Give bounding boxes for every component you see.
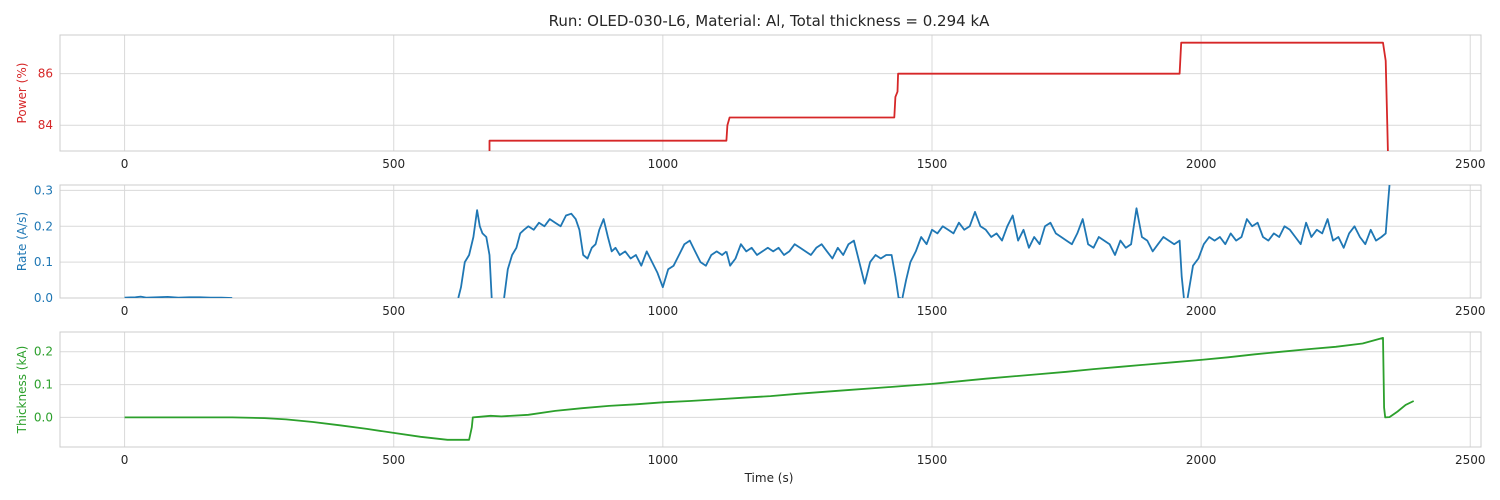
x-tick-label: 500	[382, 304, 405, 318]
x-tick-label: 0	[121, 453, 129, 467]
y-tick-label: 0.0	[34, 410, 53, 424]
y-tick-label: 0.1	[34, 378, 53, 392]
series-line	[124, 295, 233, 298]
series-line	[725, 239, 901, 298]
x-tick-label: 1500	[917, 157, 948, 171]
y-tick-label: 0.1	[34, 255, 53, 269]
plot-frame	[59, 331, 1482, 448]
series-line	[1186, 185, 1391, 298]
x-tick-label: 500	[382, 453, 405, 467]
series-line	[503, 212, 727, 298]
y-tick-label: 86	[38, 67, 53, 81]
y-tick-label: 0.3	[34, 183, 53, 197]
x-tick-label: 1500	[917, 304, 948, 318]
chart-title: Run: OLED-030-L6, Material: Al, Total th…	[549, 12, 991, 30]
panel-1: 0 500 1000 1500 2000 2500 84 86 Power (%)	[15, 34, 1486, 171]
x-tick-label: 0	[121, 157, 129, 171]
series-line	[457, 209, 493, 298]
x-tick-label: 2500	[1455, 157, 1486, 171]
x-tick-label: 2500	[1455, 453, 1486, 467]
y-tick-label: 84	[38, 118, 53, 132]
x-tick-label: 2000	[1186, 304, 1217, 318]
y-tick-label: 0.2	[34, 219, 53, 233]
series-line	[124, 336, 1415, 441]
x-tick-label: 1000	[648, 157, 679, 171]
x-tick-label: 1000	[648, 304, 679, 318]
panel-3: 0 500 1000 1500 2000 2500 0.0 0.1 0.2 Thickness (…	[15, 331, 1486, 467]
series-line	[901, 207, 1185, 298]
x-tick-label: 1000	[648, 453, 679, 467]
x-tick-label: 1500	[917, 453, 948, 467]
panel-2: 0 500 1000 1500 2000 2500 0.0 0.1 0.2 0.3 Rate (A/…	[15, 183, 1486, 318]
x-tick-label: 2000	[1186, 453, 1217, 467]
plot-frame	[59, 34, 1482, 152]
x-tick-label: 2500	[1455, 304, 1486, 318]
x-tick-label: 2000	[1186, 157, 1217, 171]
series-line	[488, 41, 1389, 151]
plot-frame	[59, 184, 1482, 299]
x-axis-label: Time (s)	[744, 471, 794, 485]
y-axis-label: Power (%)	[15, 63, 29, 124]
y-axis-label: Rate (A/s)	[15, 212, 29, 271]
y-tick-label: 0.2	[34, 345, 53, 359]
y-tick-label: 0.0	[34, 291, 53, 305]
x-tick-label: 500	[382, 157, 405, 171]
y-axis-label: Thickness (kA)	[15, 346, 29, 435]
x-tick-label: 0	[121, 304, 129, 318]
